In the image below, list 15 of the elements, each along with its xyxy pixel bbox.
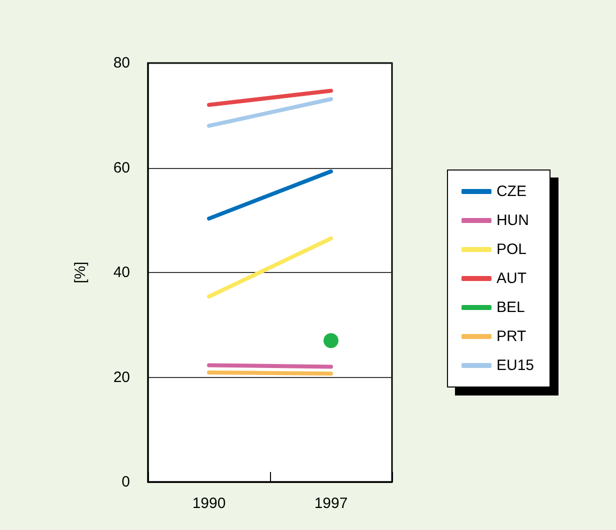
- x-tick-label: 1990: [192, 495, 226, 512]
- legend-label: AUT: [496, 270, 526, 287]
- legend-label: CZE: [496, 183, 526, 200]
- legend-label: EU15: [496, 357, 534, 374]
- legend-label: POL: [496, 241, 526, 258]
- y-tick-label: 60: [113, 159, 130, 176]
- y-tick-label: 40: [113, 264, 130, 281]
- legend-label: PRT: [496, 328, 526, 345]
- legend-label: HUN: [496, 212, 529, 229]
- y-axis-title: [%]: [72, 262, 89, 284]
- x-tick-label: 1997: [314, 495, 348, 512]
- y-tick-label: 20: [113, 368, 130, 386]
- y-tick-label: 0: [122, 474, 130, 490]
- y-tick-label: 80: [113, 54, 130, 72]
- legend-label: BEL: [496, 299, 525, 316]
